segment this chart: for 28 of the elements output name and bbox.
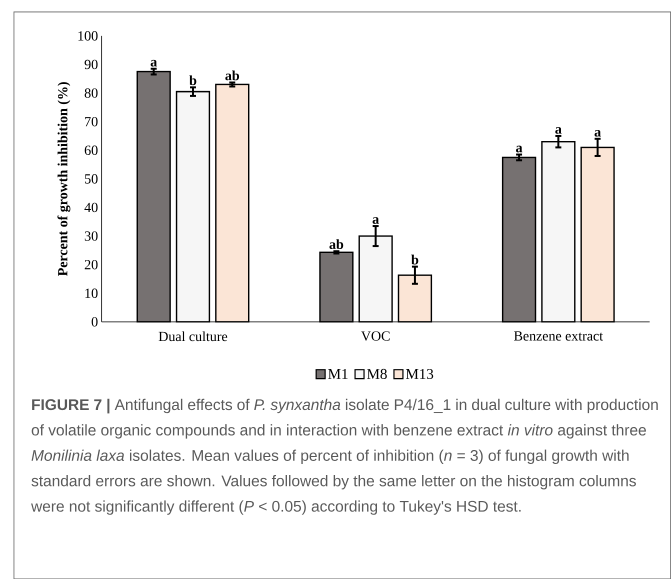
x-tick-label: Dual culture xyxy=(158,331,228,342)
y-tick-label: 90 xyxy=(84,60,98,70)
y-tick-label: 20 xyxy=(84,260,98,270)
annotation: a xyxy=(555,126,562,134)
annotation: b xyxy=(189,75,196,85)
x-tick-label: VOC xyxy=(361,331,390,341)
y-tick-label: 0 xyxy=(92,316,98,326)
annotation: ab xyxy=(225,70,240,80)
y-tick-label: 50 xyxy=(84,174,98,184)
annotation: b xyxy=(411,254,418,264)
text: FIGURE 7 | Antifungal effects of P. synxantha isolate P4/16_1 in dual culture with production of volatile organic compounds and in interaction with benzene extract in vitro against three Monilinia laxa isolates. Mean values of percent of inhibition (n = 3) of fungal growth with standard errors are shown. Values followed by the same letter on the histogram columns were not significantly different (P < 0.05) according to Tukey's HSD test. xyxy=(31,398,658,515)
y-tick-label: 60 xyxy=(84,145,98,155)
annotation: a xyxy=(150,60,157,66)
legend-label: M8 xyxy=(367,368,387,379)
y-tick-label: 80 xyxy=(84,88,98,98)
annotation: a xyxy=(516,146,522,152)
y-tick-label: 10 xyxy=(85,288,98,298)
annotation: a xyxy=(594,130,601,136)
legend-label: M1 xyxy=(328,368,348,379)
annotation: ab xyxy=(329,239,344,249)
y-tick-label: 30 xyxy=(84,231,98,241)
x-tick-label: Benzene extract xyxy=(514,331,604,340)
y-axis-title: Percent of growth inhibition (%) xyxy=(57,82,70,276)
legend-label: M13 xyxy=(406,368,434,379)
y-tick-label: 100 xyxy=(78,31,98,40)
y-tick-label: 40 xyxy=(84,202,98,212)
y-tick-label: 70 xyxy=(85,116,98,126)
annotation: a xyxy=(372,217,379,224)
